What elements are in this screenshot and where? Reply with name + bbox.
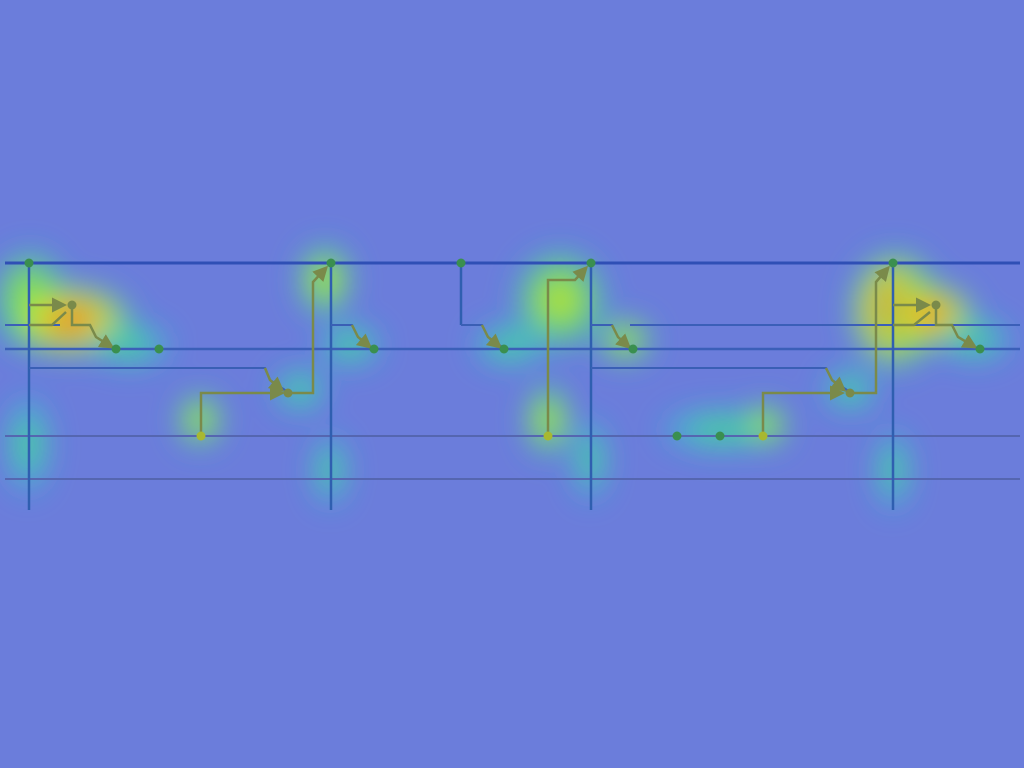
node-top-2 [326, 258, 336, 268]
node-mid-5 [628, 344, 638, 354]
node-b1 [283, 388, 293, 398]
node-low-1 [196, 431, 206, 441]
node-low-2 [543, 431, 553, 441]
heatmap-layer [0, 240, 1015, 515]
node-top-3 [456, 258, 466, 268]
node-top-5 [888, 258, 898, 268]
vertical-buses [27, 263, 895, 510]
traces [29, 265, 978, 436]
node-a2 [931, 300, 941, 310]
node-top-4 [586, 258, 596, 268]
node-mid-1 [111, 344, 121, 354]
node-mid-2 [154, 344, 164, 354]
node-a1 [67, 300, 77, 310]
node-low-4 [715, 431, 725, 441]
node-mid-6 [975, 344, 985, 354]
node-low-5 [758, 431, 768, 441]
node-mid-4 [499, 344, 509, 354]
node-low-3 [672, 431, 682, 441]
nodes [24, 258, 985, 441]
rails [5, 261, 1020, 480]
node-top-1 [24, 258, 34, 268]
node-b2 [845, 388, 855, 398]
node-mid-3 [369, 344, 379, 354]
